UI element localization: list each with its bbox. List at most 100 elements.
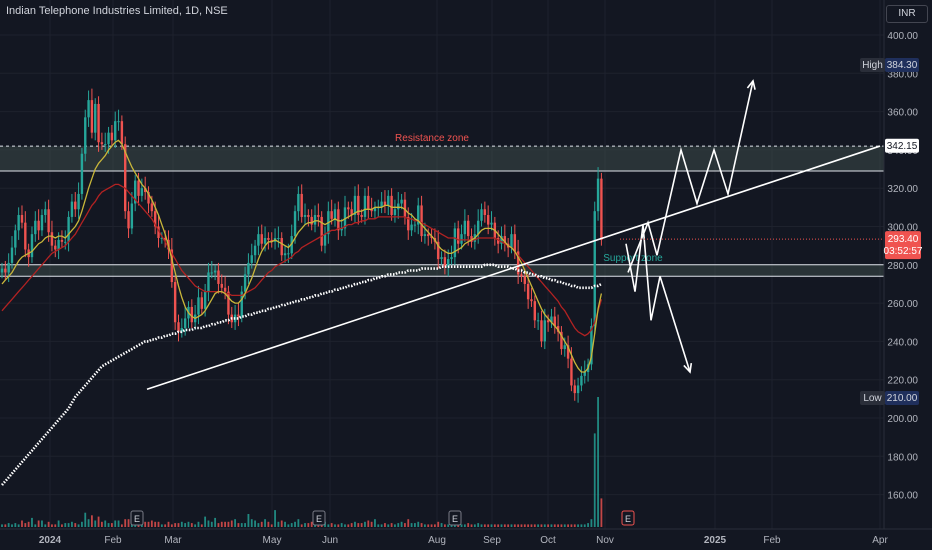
candle-body [287, 253, 290, 255]
candle-body [207, 272, 210, 292]
volume-bar [167, 521, 170, 527]
moving-averages [1, 139, 603, 486]
price-axis-tick-label: 300.00 [887, 223, 918, 234]
candle-body [417, 205, 420, 225]
volume-bar [360, 523, 363, 527]
volume-bar [530, 524, 533, 527]
volume-bar [570, 524, 573, 527]
volume-bar [553, 524, 556, 527]
earnings-marker[interactable]: E [312, 510, 326, 526]
volume-bar [384, 523, 386, 527]
candle-body [253, 245, 257, 256]
volume-bar [394, 524, 396, 527]
projection-down-path [625, 224, 691, 373]
time-axis-tick-label: 2024 [39, 535, 62, 546]
volume-bar [587, 523, 589, 527]
volume-bar [447, 524, 450, 527]
candle-body [400, 199, 403, 204]
candle-body [573, 385, 576, 394]
volume-bar [147, 521, 150, 527]
candle-body [566, 345, 570, 359]
resistance-zone [0, 146, 884, 171]
earnings-marker[interactable]: E [130, 510, 144, 526]
volume-bar [297, 519, 300, 527]
volume-bar [380, 524, 383, 527]
candle-body [293, 211, 297, 237]
volume-bar [404, 523, 406, 527]
candle-body [437, 241, 440, 260]
candle-body [210, 272, 213, 274]
projection-up-arrowhead [746, 79, 756, 90]
low-value-box [885, 391, 919, 405]
candle-body [600, 178, 603, 240]
candle-body [220, 283, 223, 288]
candle-body [323, 234, 327, 246]
volume-bar [230, 520, 233, 527]
time-axis[interactable]: 2024 Feb Mar May Jun Aug Sep Oct Nov 2025 Feb Apr [39, 535, 889, 546]
candle-body [486, 215, 490, 225]
candle-body [520, 274, 523, 277]
volume-bar [64, 523, 67, 527]
candle-body [160, 237, 164, 239]
volume-bar [487, 524, 490, 527]
earnings-marker[interactable]: E [448, 510, 462, 526]
candle-body [330, 211, 333, 219]
volume-bar [304, 523, 306, 527]
candle-body [540, 320, 543, 342]
price-axis-tick-label: 160.00 [887, 491, 918, 502]
volume-bar [527, 524, 530, 527]
candle-body [503, 236, 507, 244]
volume-bar [473, 524, 476, 527]
candle-body [476, 220, 480, 235]
candle-body [546, 320, 550, 323]
candle-body [213, 270, 217, 273]
volume-bar [81, 521, 83, 527]
candle-body [340, 228, 343, 231]
candle-body [124, 144, 127, 212]
candle-body [380, 201, 383, 208]
volume-bar [443, 524, 446, 527]
candle-body [200, 297, 203, 309]
candle-body [337, 209, 340, 231]
volume-bar [17, 524, 20, 527]
volume-bar [417, 521, 420, 527]
candle-body [134, 180, 137, 204]
price-axis-tick-label: 220.00 [887, 376, 918, 387]
time-axis-tick-label: 2025 [704, 535, 727, 546]
volume-bar [97, 516, 100, 527]
candle-body [197, 297, 200, 315]
volume-bar [300, 524, 303, 527]
candle-body [0, 268, 4, 273]
candle-body [280, 237, 283, 256]
high-value-box [885, 58, 919, 72]
earnings-marker[interactable]: E [621, 510, 635, 526]
candle-body [510, 234, 513, 248]
chart-title: Indian Telephone Industries Limited, 1D,… [6, 5, 228, 17]
volume-bar [517, 524, 520, 527]
candle-body [420, 205, 423, 237]
volume-bar [87, 519, 90, 527]
candle-body [413, 224, 417, 226]
candle-body [17, 215, 20, 231]
candle-body [423, 234, 427, 237]
candle-body [157, 226, 160, 238]
candle-body [217, 270, 220, 284]
candle-body [50, 232, 54, 246]
candle-body [163, 237, 167, 240]
drawing-tools[interactable] [146, 79, 881, 391]
volume-bar [14, 523, 17, 527]
volume-bar [177, 523, 180, 527]
volume-bar [407, 519, 410, 527]
volume-bar [11, 524, 13, 527]
currency-button[interactable]: INR [886, 5, 928, 23]
volume-bar [580, 524, 583, 527]
candle-body [360, 215, 363, 217]
volume-bar [427, 524, 430, 527]
volume-bar [54, 524, 57, 527]
volume-bar [483, 524, 486, 527]
volume-bar [101, 521, 103, 527]
volume-bar [127, 519, 130, 527]
candle-body [593, 211, 596, 327]
